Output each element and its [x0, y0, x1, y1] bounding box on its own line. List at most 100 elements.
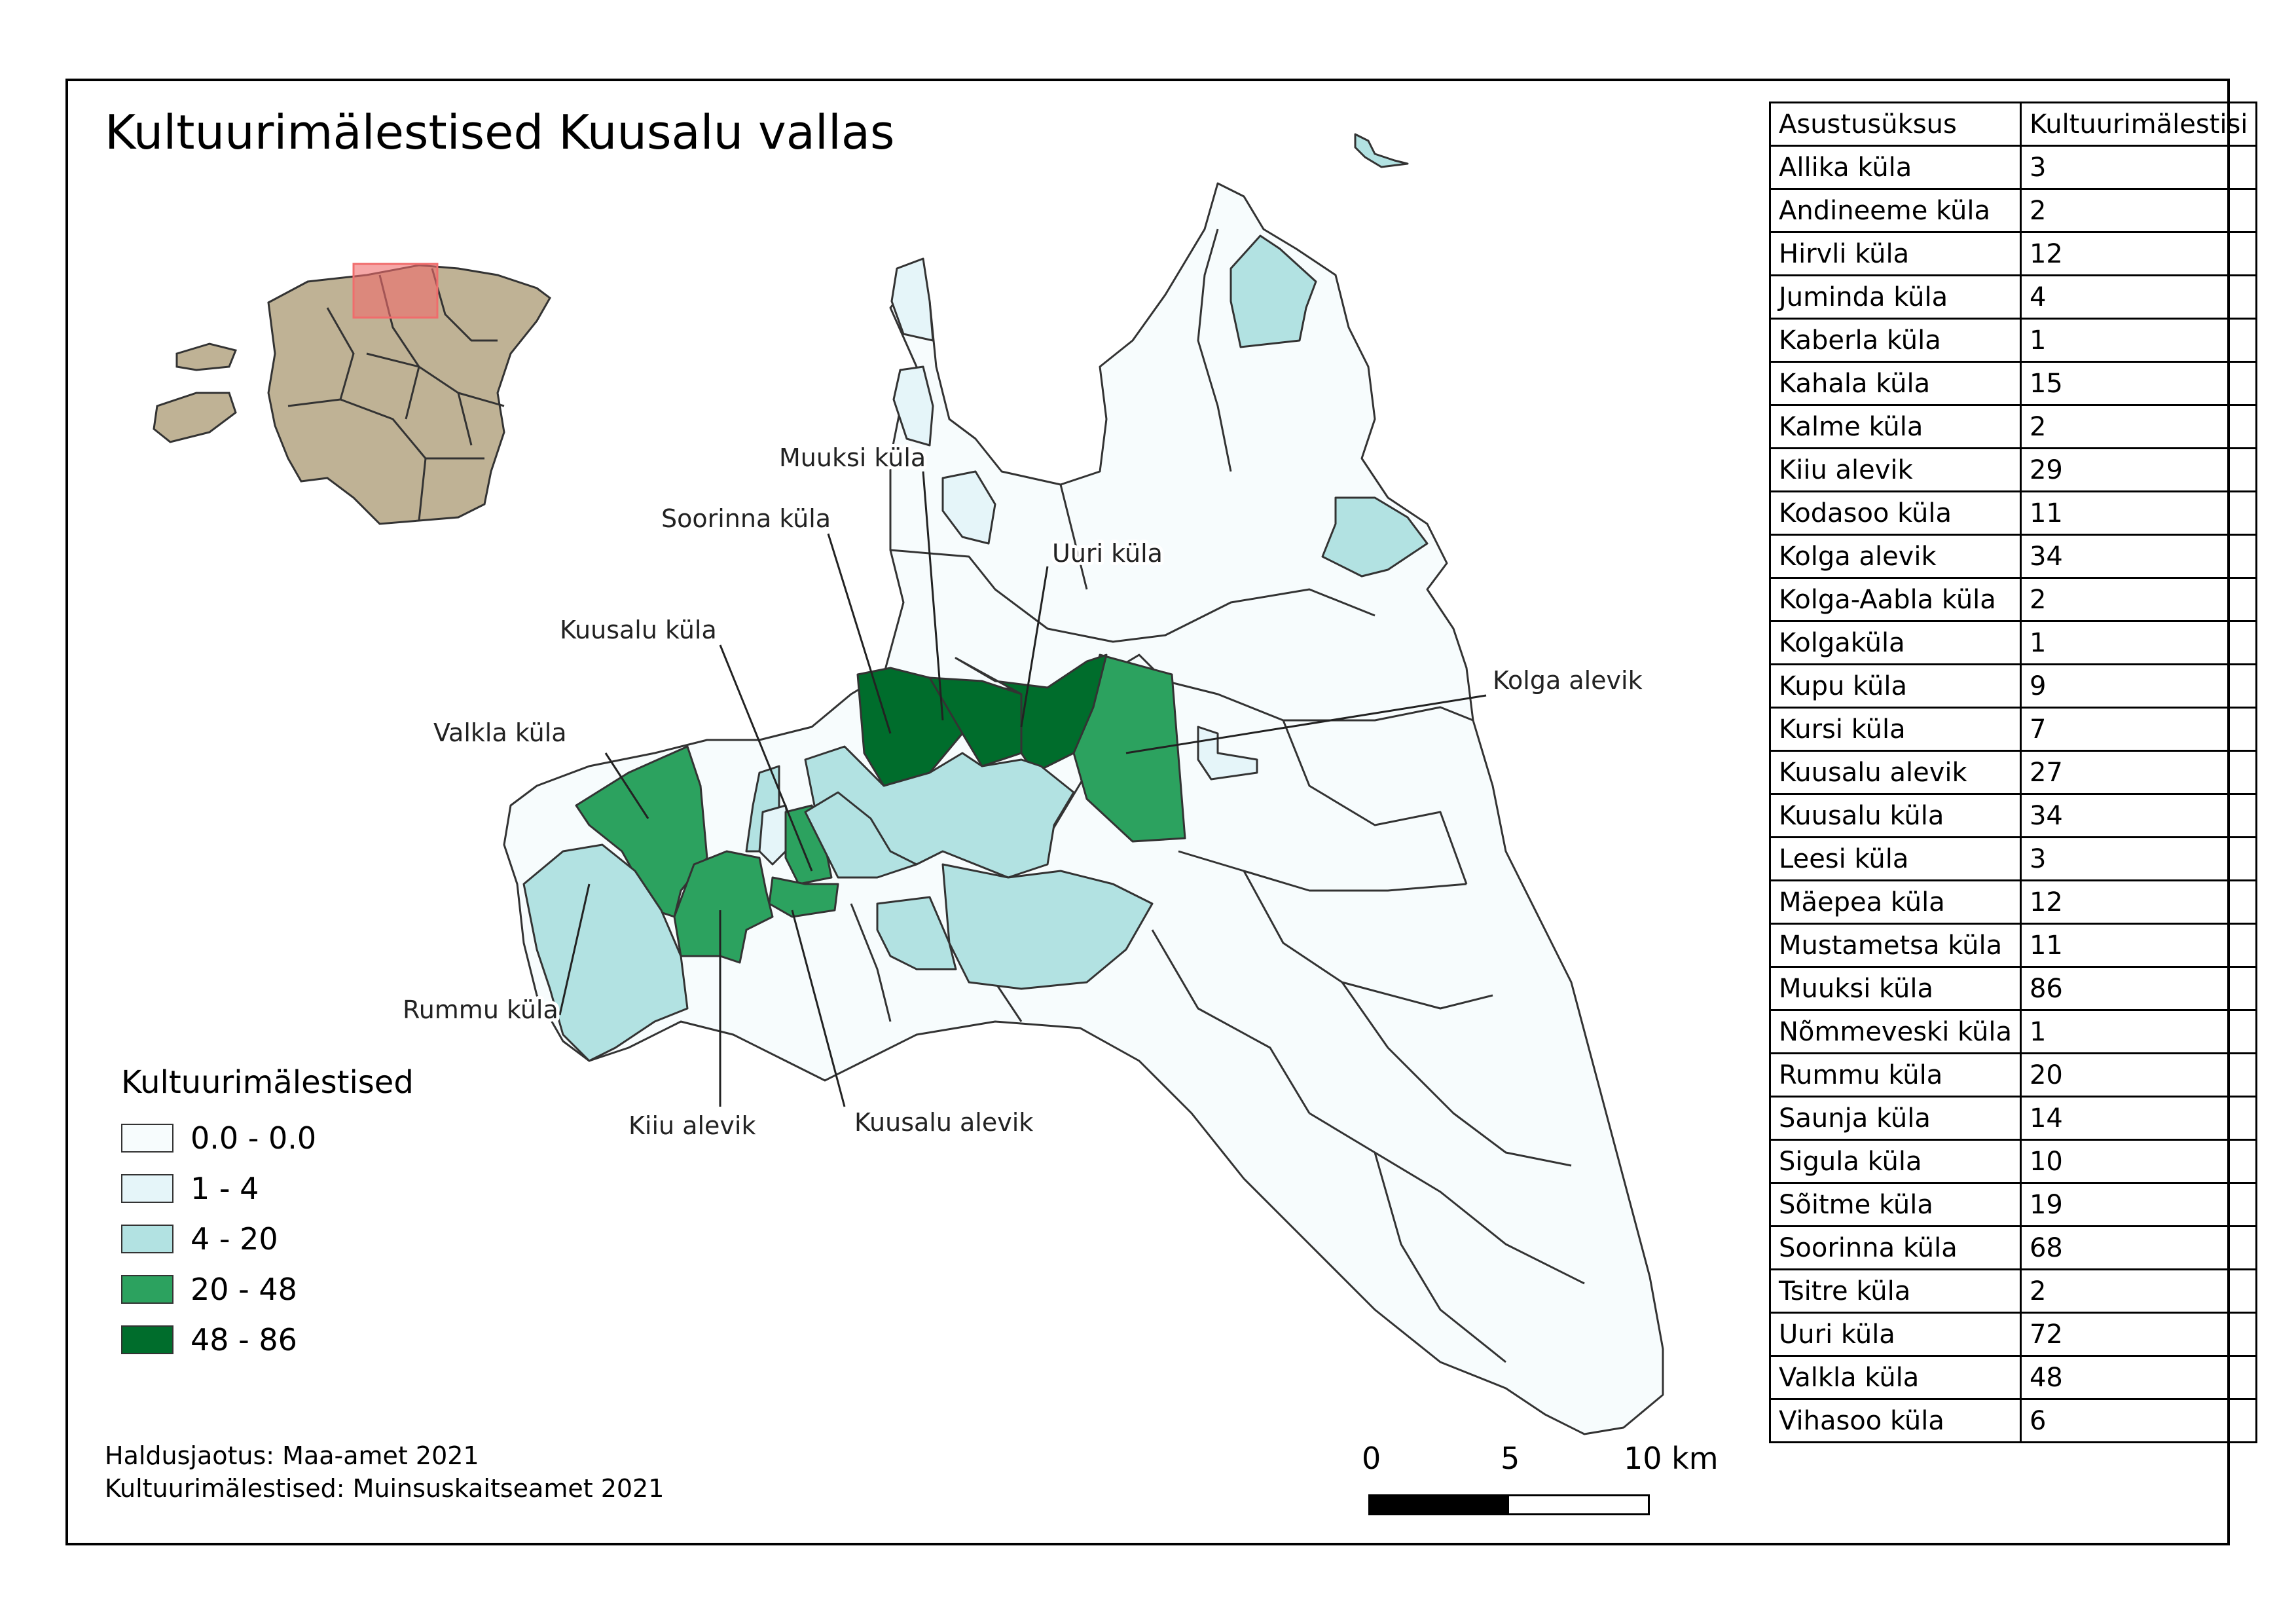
legend-swatch	[121, 1224, 173, 1253]
table-cell-settlement: Kahala küla	[1769, 361, 2022, 406]
table-cell-count: 3	[2019, 836, 2258, 881]
table-cell-settlement: Kolga-Aabla küla	[1769, 577, 2022, 622]
table-row: Vihasoo küla 6	[1769, 1398, 2258, 1443]
table-row: Saunja küla 14	[1769, 1096, 2258, 1141]
table-row: Kaberla küla 1	[1769, 318, 2258, 363]
table-row: Sõitme küla 19	[1769, 1182, 2258, 1227]
table-row: Sigula küla 10	[1769, 1139, 2258, 1184]
table-cell-settlement: Muuksi küla	[1769, 966, 2022, 1011]
table-cell-count: 12	[2019, 231, 2258, 276]
table-cell-settlement: Soorinna küla	[1769, 1225, 2022, 1270]
legend-item: 1 - 4	[121, 1163, 414, 1213]
table-row: Kupu küla 9	[1769, 663, 2258, 709]
region-kasispea	[941, 470, 996, 545]
label-valkla: Valkla küla	[433, 718, 567, 747]
table-row: Hirvli küla 12	[1769, 231, 2258, 276]
scale-tick-0: 0	[1362, 1441, 1381, 1476]
legend-item: 0.0 - 0.0	[121, 1113, 414, 1163]
table-cell-settlement: Kuusalu alevik	[1769, 750, 2022, 795]
scale-segment-dark	[1370, 1496, 1509, 1513]
monuments-table: Asustusüksus Kultuurimälestisi Allika kü…	[1769, 101, 2258, 1443]
table-row: Kalme küla 2	[1769, 404, 2258, 449]
legend-label: 48 - 86	[191, 1321, 297, 1357]
table-row: Valkla küla 48	[1769, 1355, 2258, 1400]
table-cell-count: 48	[2019, 1355, 2258, 1400]
region-island	[1354, 133, 1409, 168]
table-row: Kuusalu küla 34	[1769, 793, 2258, 838]
legend-swatch	[121, 1123, 173, 1153]
table-cell-count: 19	[2019, 1182, 2258, 1227]
table-cell-count: 34	[2019, 793, 2258, 838]
colored-villages	[522, 234, 1429, 1062]
table-row: Kodasoo küla 11	[1769, 490, 2258, 536]
table-cell-count: 1	[2019, 620, 2258, 665]
region-saunja	[941, 863, 1154, 990]
table-cell-count: 6	[2019, 1398, 2258, 1443]
table-cell-settlement: Kodasoo küla	[1769, 490, 2022, 536]
table-cell-count: 86	[2019, 966, 2258, 1011]
legend-swatch	[121, 1325, 173, 1354]
table-cell-count: 20	[2019, 1052, 2258, 1098]
table-cell-count: 34	[2019, 534, 2258, 579]
legend: Kultuurimälestised 0.0 - 0.0 1 - 4 4 - 2…	[121, 1064, 414, 1365]
table-row: Mäepea küla 12	[1769, 879, 2258, 925]
table-cell-count: 3	[2019, 145, 2258, 190]
label-leaders	[558, 471, 1487, 1107]
table-cell-settlement: Rummu küla	[1769, 1052, 2022, 1098]
legend-label: 1 - 4	[191, 1170, 259, 1206]
table-cell-count: 12	[2019, 879, 2258, 925]
table-row: Kuusalu alevik 27	[1769, 750, 2258, 795]
table-cell-settlement: Kolga alevik	[1769, 534, 2022, 579]
region-valkla	[575, 745, 708, 918]
table-cell-count: 9	[2019, 663, 2258, 709]
table-header-count: Kultuurimälestisi	[2019, 101, 2258, 147]
table-cell-settlement: Kursi küla	[1769, 707, 2022, 752]
region-juminda	[1230, 234, 1317, 348]
table-cell-settlement: Tsitre küla	[1769, 1268, 2022, 1314]
label-rummu: Rummu küla	[403, 995, 558, 1024]
region-leesi-b	[758, 804, 793, 866]
table-cell-settlement: Kuusalu küla	[1769, 793, 2022, 838]
table-row: Tsitre küla 2	[1769, 1268, 2258, 1314]
table-cell-count: 27	[2019, 750, 2258, 795]
table-cell-settlement: Nõmmeveski küla	[1769, 1009, 2022, 1054]
label-kiiu: Kiiu alevik	[629, 1111, 756, 1140]
scale-bar: 0 5 10 km	[1355, 1441, 1719, 1519]
region-kupu	[1321, 496, 1429, 578]
table-header-settlement: Asustusüksus	[1769, 101, 2022, 147]
table-cell-count: 2	[2019, 577, 2258, 622]
table-cell-count: 29	[2019, 447, 2258, 492]
table-cell-count: 7	[2019, 707, 2258, 752]
table-cell-count: 11	[2019, 490, 2258, 536]
legend-swatch	[121, 1274, 173, 1304]
legend-title: Kultuurimälestised	[121, 1064, 414, 1101]
table-row: Kolga alevik 34	[1769, 534, 2258, 579]
label-soorinna: Soorinna küla	[661, 504, 831, 533]
table-cell-count: 72	[2019, 1312, 2258, 1357]
table-cell-count: 2	[2019, 1268, 2258, 1314]
region-rummu	[522, 843, 689, 1062]
table-row: Rummu küla 20	[1769, 1052, 2258, 1098]
table-body: Allika küla 3 Andineeme küla 2 Hirvli küla 12…	[1769, 145, 2258, 1443]
legend-swatch	[121, 1173, 173, 1203]
table-cell-settlement: Allika küla	[1769, 145, 2022, 190]
table-row: Leesi küla 3	[1769, 836, 2258, 881]
table-row: Muuksi küla 86	[1769, 966, 2258, 1011]
table-cell-settlement: Mäepea küla	[1769, 879, 2022, 925]
region-kiiu	[673, 850, 774, 964]
table-cell-settlement: Valkla küla	[1769, 1355, 2022, 1400]
table-cell-count: 14	[2019, 1096, 2258, 1141]
table-row: Kolgaküla 1	[1769, 620, 2258, 665]
table-cell-settlement: Uuri küla	[1769, 1312, 2022, 1357]
table-header-row: Asustusüksus Kultuurimälestisi	[1769, 101, 2258, 147]
table-row: Allika küla 3	[1769, 145, 2258, 190]
table-cell-count: 10	[2019, 1139, 2258, 1184]
region-mustametsa	[804, 791, 918, 879]
label-kolga: Kolga alevik	[1493, 666, 1643, 695]
table-cell-settlement: Leesi küla	[1769, 836, 2022, 881]
overview-highlight	[352, 263, 439, 319]
table-cell-count: 15	[2019, 361, 2258, 406]
table-cell-count: 68	[2019, 1225, 2258, 1270]
table-cell-settlement: Kiiu alevik	[1769, 447, 2022, 492]
table-row: Uuri küla 72	[1769, 1312, 2258, 1357]
